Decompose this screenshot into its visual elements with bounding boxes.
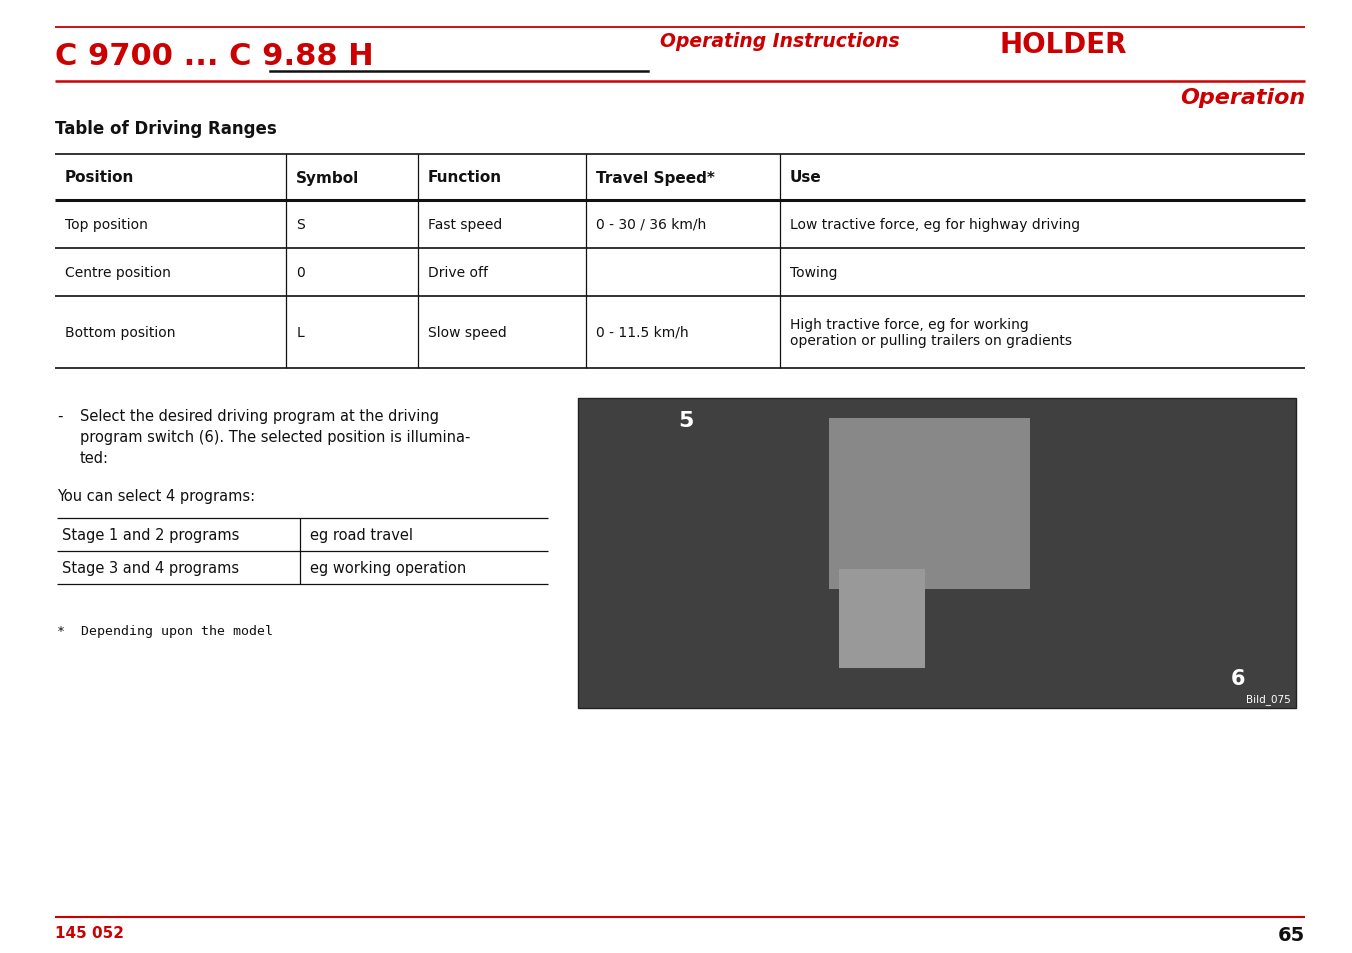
Text: Table of Driving Ranges: Table of Driving Ranges: [55, 120, 277, 138]
Text: Select the desired driving program at the driving
program switch (6). The select: Select the desired driving program at th…: [80, 409, 470, 465]
Text: Bottom position: Bottom position: [65, 326, 176, 339]
Text: Symbol: Symbol: [296, 171, 360, 185]
Text: eg road travel: eg road travel: [310, 527, 412, 542]
Text: You can select 4 programs:: You can select 4 programs:: [57, 489, 256, 503]
Text: HOLDER: HOLDER: [1000, 30, 1128, 59]
Text: S: S: [296, 218, 306, 232]
Text: Operating Instructions: Operating Instructions: [660, 32, 899, 51]
Text: 5: 5: [677, 411, 694, 431]
Text: Fast speed: Fast speed: [427, 218, 502, 232]
Text: 0 - 11.5 km/h: 0 - 11.5 km/h: [596, 326, 690, 339]
Bar: [840, 569, 926, 668]
Text: Use: Use: [790, 171, 822, 185]
Text: Travel Speed*: Travel Speed*: [596, 171, 715, 185]
Text: C 9700 ... C 9.88 H: C 9700 ... C 9.88 H: [55, 42, 373, 71]
Text: *  Depending upon the model: * Depending upon the model: [57, 624, 273, 638]
Text: Position: Position: [65, 171, 134, 185]
Text: 0 - 30 / 36 km/h: 0 - 30 / 36 km/h: [596, 218, 707, 232]
Text: -: -: [57, 409, 62, 423]
Text: Slow speed: Slow speed: [427, 326, 506, 339]
Text: 0: 0: [296, 266, 306, 280]
Text: 145 052: 145 052: [55, 925, 124, 940]
Text: Function: Function: [427, 171, 502, 185]
Bar: [829, 418, 1030, 589]
Text: 65: 65: [1278, 925, 1305, 944]
Text: Stage 1 and 2 programs: Stage 1 and 2 programs: [62, 527, 239, 542]
Text: Drive off: Drive off: [427, 266, 488, 280]
Text: Stage 3 and 4 programs: Stage 3 and 4 programs: [62, 560, 239, 576]
Text: High tractive force, eg for working
operation or pulling trailers on gradients: High tractive force, eg for working oper…: [790, 317, 1072, 348]
Text: Low tractive force, eg for highway driving: Low tractive force, eg for highway drivi…: [790, 218, 1080, 232]
Text: Towing: Towing: [790, 266, 837, 280]
Bar: [579, 398, 1297, 708]
Text: Centre position: Centre position: [65, 266, 170, 280]
Text: Operation: Operation: [1180, 88, 1305, 108]
Text: Bild_075: Bild_075: [1247, 694, 1291, 704]
Text: 6: 6: [1232, 668, 1245, 688]
Text: Top position: Top position: [65, 218, 147, 232]
Text: L: L: [296, 326, 304, 339]
Text: eg working operation: eg working operation: [310, 560, 466, 576]
